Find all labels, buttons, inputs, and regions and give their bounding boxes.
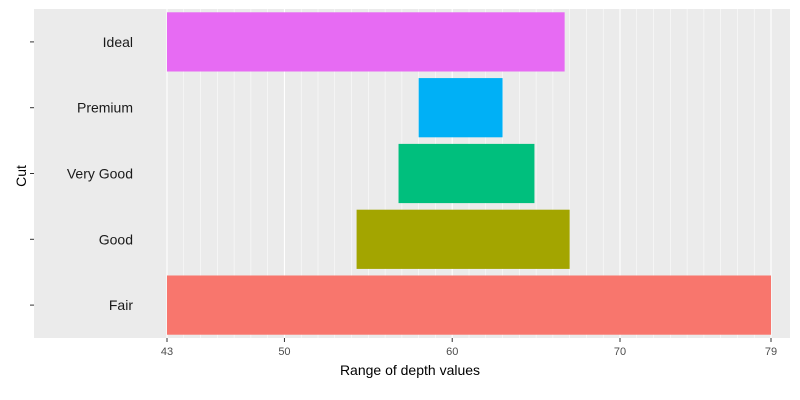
x-axis-title: Range of depth values <box>340 362 480 378</box>
x-tick-label: 70 <box>614 346 626 358</box>
bar-ideal <box>167 12 565 72</box>
y-axis-ticks: Fair Good Very Good Premium Ideal <box>30 34 133 313</box>
y-tick-label: Fair <box>109 297 133 313</box>
bar-fair <box>167 275 771 335</box>
y-tick-label: Very Good <box>67 166 133 182</box>
x-tick-label: 43 <box>161 346 173 358</box>
bar-very-good <box>398 143 535 204</box>
x-tick-label: 79 <box>765 346 777 358</box>
y-axis-title: Cut <box>13 165 29 187</box>
bars <box>167 12 771 335</box>
y-tick-label: Premium <box>77 100 133 116</box>
x-tick-label: 60 <box>446 346 458 358</box>
y-tick-label: Ideal <box>103 34 133 50</box>
x-axis-ticks: 43 50 60 70 79 <box>161 338 777 358</box>
y-tick-label: Good <box>99 231 133 247</box>
x-tick-label: 50 <box>278 346 290 358</box>
bar-good <box>356 209 570 269</box>
bar-premium <box>418 78 503 138</box>
